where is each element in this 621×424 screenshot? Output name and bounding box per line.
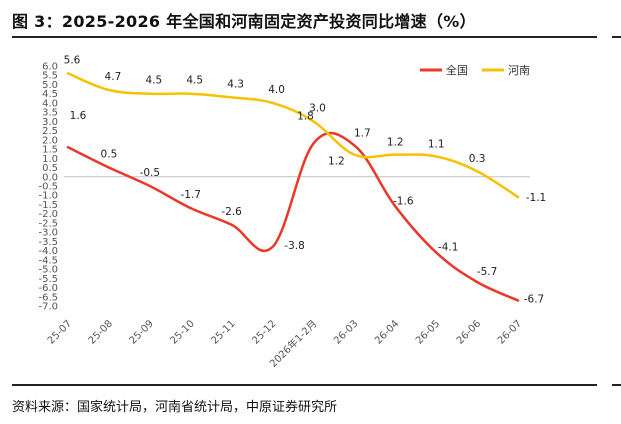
y-tick-label: 0.5 [42, 163, 58, 174]
y-tick-label: 3.0 [42, 117, 58, 128]
y-tick-label: -1.5 [38, 200, 58, 211]
data-label: 3.0 [309, 102, 326, 114]
y-tick-label: -6.5 [38, 292, 58, 303]
x-tick-label: 26-07 [496, 318, 524, 346]
x-tick-label: 25-08 [87, 318, 115, 346]
data-label: -0.5 [140, 167, 161, 179]
data-label: -3.8 [284, 240, 305, 252]
chart-title: 图 3：2025-2026 年全国和河南固定资产投资同比增速（%） [12, 12, 476, 31]
y-tick-label: 4.5 [42, 89, 58, 100]
y-axis: 6.05.55.04.54.03.53.02.52.01.51.00.50.0-… [38, 62, 58, 313]
x-tick-label: 26-05 [414, 318, 442, 346]
y-tick-label: 0.0 [42, 172, 58, 183]
data-label: 1.1 [428, 138, 445, 150]
data-label: 1.7 [354, 127, 371, 139]
legend: 全国 河南 [420, 63, 530, 77]
right-edge-rule-top [612, 36, 621, 38]
data-label: -1.7 [180, 189, 201, 201]
x-tick-label: 25-09 [128, 318, 156, 346]
y-tick-label: -2.0 [38, 209, 58, 220]
data-label: -1.1 [526, 192, 547, 204]
x-tick-label: 25-10 [169, 318, 197, 346]
y-tick-label: 5.5 [42, 71, 58, 82]
series-lines [66, 72, 520, 302]
y-tick-label: 1.0 [42, 154, 58, 165]
y-tick-label: -6.0 [38, 283, 58, 294]
data-label: 5.6 [64, 54, 81, 66]
y-tick-label: -5.0 [38, 265, 58, 276]
data-label: -6.7 [524, 293, 545, 305]
data-label: -5.7 [477, 266, 498, 278]
legend-label: 全国 [446, 63, 468, 77]
x-tick-label: 25-07 [46, 318, 74, 346]
data-label: 4.0 [268, 84, 285, 96]
data-label: 4.5 [186, 75, 203, 87]
y-tick-label: 3.5 [42, 108, 58, 119]
y-tick-label: 2.0 [42, 135, 58, 146]
y-tick-label: -0.5 [38, 182, 58, 193]
legend-label: 河南 [508, 64, 530, 77]
data-label: 1.8 [297, 111, 314, 123]
y-tick-label: -5.5 [38, 274, 58, 285]
y-tick-label: 6.0 [42, 62, 58, 73]
data-labels: 1.6 0.5 -0.5 -1.7 -2.6 -3.8 1.8 1.7 -1.6 -4.1 -5.7… [64, 54, 547, 305]
x-tick-label: 26-03 [332, 318, 360, 346]
y-tick-label: 1.5 [42, 145, 58, 156]
y-tick-label: 2.5 [42, 126, 58, 137]
y-tick-label: -3.0 [38, 228, 58, 239]
y-tick-label: -4.0 [38, 246, 58, 257]
data-label: 0.3 [469, 153, 486, 165]
x-tick-label: 26-04 [373, 318, 401, 346]
right-edge-rule-bottom [612, 384, 621, 386]
data-label: 4.7 [105, 71, 122, 83]
data-label: -1.6 [393, 195, 414, 207]
x-tick-label: 25-11 [209, 318, 237, 346]
y-tick-label: -7.0 [38, 302, 58, 313]
source-rule [12, 384, 597, 386]
source-note: 资料来源：国家统计局，河南省统计局，中原证券研究所 [12, 400, 338, 415]
data-label: 1.2 [328, 156, 345, 168]
data-label: 0.5 [101, 149, 118, 161]
data-label: -2.6 [221, 206, 242, 218]
data-label: 1.6 [70, 110, 87, 122]
x-tick-label: 26-06 [455, 318, 483, 346]
y-tick-label: -2.5 [38, 218, 58, 229]
data-label: -4.1 [438, 241, 459, 253]
y-tick-label: -1.0 [38, 191, 58, 202]
series-line [66, 131, 520, 302]
x-tick-label: 25-12 [250, 318, 278, 346]
y-tick-label: -3.5 [38, 237, 58, 248]
series-line [66, 72, 520, 199]
line-chart: 6.05.55.04.54.03.53.02.52.01.51.00.50.0-… [38, 54, 547, 370]
data-label: 1.2 [387, 137, 404, 149]
y-tick-label: 5.0 [42, 80, 58, 91]
data-label: 4.3 [227, 78, 244, 90]
title-underline [12, 36, 597, 38]
y-tick-label: 4.0 [42, 98, 58, 109]
data-label: 4.5 [145, 75, 162, 87]
y-tick-label: -4.5 [38, 255, 58, 266]
